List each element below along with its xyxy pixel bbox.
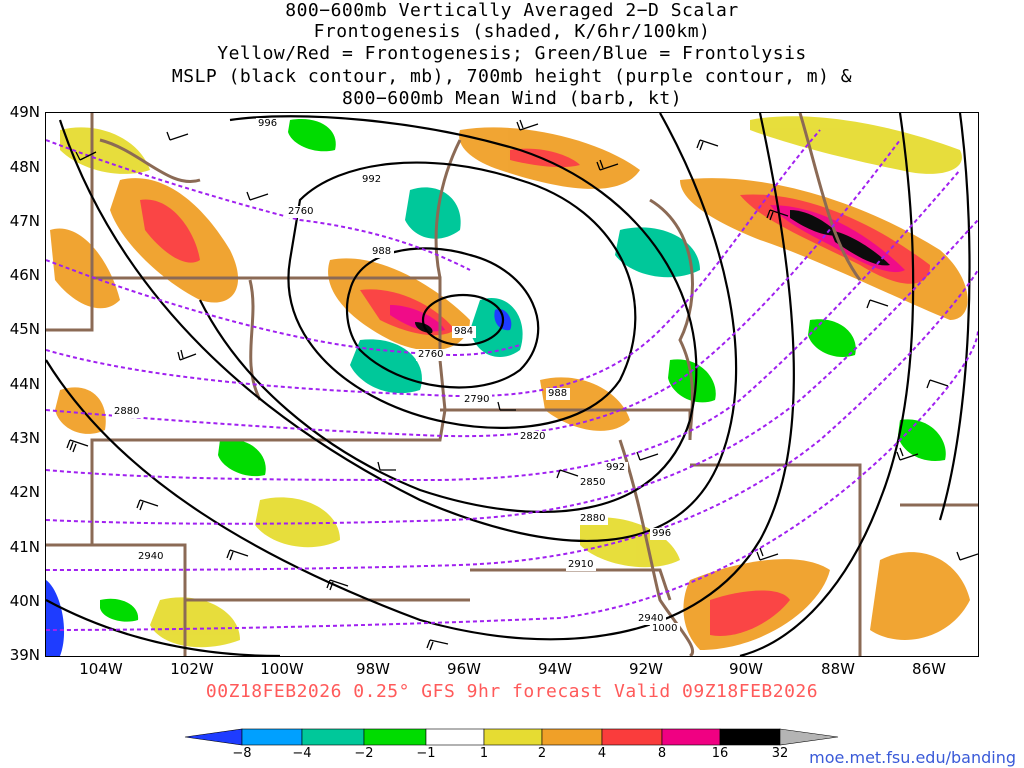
lat-label: 47N	[9, 212, 40, 230]
lat-label: 44N	[9, 375, 40, 393]
map-frame	[45, 112, 979, 657]
colorbar-label: −1	[416, 746, 436, 761]
lon-label: 92W	[629, 660, 663, 678]
colorbar-segment	[541, 728, 603, 746]
colorbar-segment	[779, 728, 839, 746]
source-url[interactable]: moe.met.fsu.edu/banding	[809, 748, 1016, 767]
colorbar-label: 4	[597, 746, 607, 761]
colorbar	[184, 728, 839, 746]
lon-label: 90W	[729, 660, 763, 678]
lon-label: 102W	[170, 660, 214, 678]
height-contours	[46, 129, 978, 631]
colorbar-label: −4	[292, 746, 312, 761]
mslp-contours	[46, 113, 971, 656]
lat-label: 39N	[9, 646, 40, 664]
title-line-5: 800−600mb Mean Wind (barb, kt)	[341, 88, 683, 109]
lon-label: 96W	[447, 660, 481, 678]
colorbar-label: −8	[232, 746, 252, 761]
title-line-1: 800−600mb Vertically Averaged 2−D Scalar	[285, 0, 739, 21]
contour-labels	[112, 118, 680, 635]
colorbar-segment	[184, 728, 243, 746]
wind-barbs	[66, 119, 978, 651]
colorbar-label: 1	[479, 746, 489, 761]
title-line-4: MSLP (black contour, mb), 700mb height (…	[171, 66, 853, 87]
title-line-3: Yellow/Red = Frontogenesis; Green/Blue =…	[217, 43, 807, 64]
lat-label: 43N	[9, 429, 40, 447]
lat-label: 40N	[9, 592, 40, 610]
colorbar-segment	[241, 728, 303, 746]
colorbar-segment	[719, 728, 781, 746]
colorbar-label: 2	[537, 746, 547, 761]
lon-label: 88W	[821, 660, 855, 678]
frontolysis-shading	[46, 119, 946, 656]
lat-label: 48N	[9, 158, 40, 176]
colorbar-segment	[425, 728, 485, 746]
lat-label: 49N	[9, 103, 40, 121]
lon-label: 86W	[912, 660, 946, 678]
colorbar-label: −2	[354, 746, 374, 761]
lon-label: 104W	[79, 660, 123, 678]
lon-label: 94W	[538, 660, 572, 678]
colorbar-segment	[601, 728, 663, 746]
lat-label: 41N	[9, 538, 40, 556]
colorbar-segment	[483, 728, 543, 746]
colorbar-label: 32	[771, 746, 789, 761]
colorbar-segment	[363, 728, 427, 746]
lat-label: 45N	[9, 320, 40, 338]
colorbar-label: 16	[711, 746, 729, 761]
title-line-2: Frontogenesis (shaded, K/6hr/100km)	[313, 21, 711, 42]
lat-label: 42N	[9, 483, 40, 501]
lat-label: 46N	[9, 266, 40, 284]
colorbar-segment	[301, 728, 365, 746]
lon-label: 98W	[356, 660, 390, 678]
valid-time: 00Z18FEB2026 0.25° GFS 9hr forecast Vali…	[205, 681, 819, 702]
colorbar-segment	[661, 728, 721, 746]
colorbar-label: 8	[657, 746, 667, 761]
lon-label: 100W	[260, 660, 304, 678]
